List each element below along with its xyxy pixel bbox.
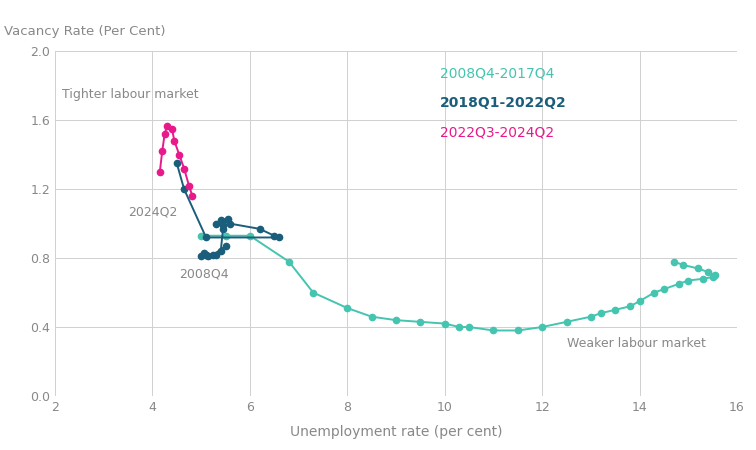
- Text: Weaker labour market: Weaker labour market: [566, 337, 705, 350]
- X-axis label: Unemployment rate (per cent): Unemployment rate (per cent): [290, 425, 502, 439]
- Text: 2024Q2: 2024Q2: [128, 205, 178, 218]
- Text: 2018Q1-2022Q2: 2018Q1-2022Q2: [440, 96, 567, 110]
- Text: Vacancy Rate (Per Cent): Vacancy Rate (Per Cent): [4, 25, 166, 38]
- Text: 2022Q3-2024Q2: 2022Q3-2024Q2: [440, 126, 554, 140]
- Text: 2008Q4: 2008Q4: [179, 267, 229, 280]
- Text: 2008Q4-2017Q4: 2008Q4-2017Q4: [440, 67, 555, 81]
- Text: Tighter labour market: Tighter labour market: [62, 88, 199, 101]
